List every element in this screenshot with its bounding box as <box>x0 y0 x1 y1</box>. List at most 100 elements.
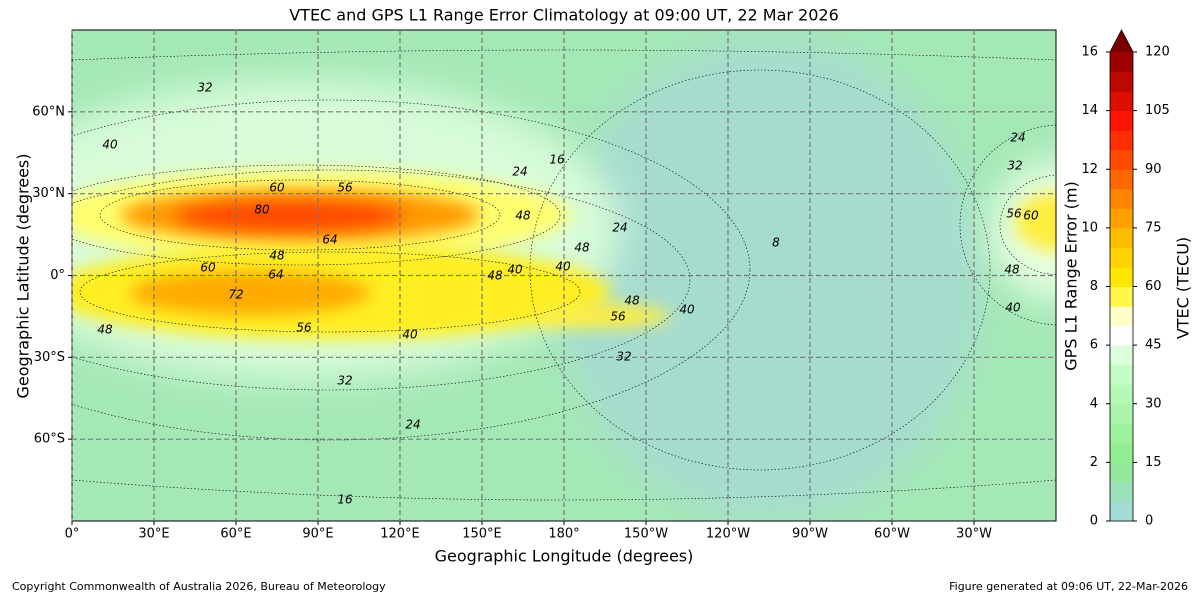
colorbar-tick-label: 105 <box>1145 103 1170 118</box>
contour-label: 40 <box>402 328 418 342</box>
colorbar-tick-label: 75 <box>1145 220 1162 235</box>
x-tick-label: 60°E <box>220 527 251 542</box>
colorbar-segment <box>1110 384 1133 405</box>
contour-label: 56 <box>337 181 353 195</box>
colorbar-segment <box>1110 169 1133 190</box>
contour-label: 40 <box>507 263 523 277</box>
colorbar-segment <box>1110 110 1133 131</box>
colorbar-segment <box>1110 286 1133 307</box>
colorbar-segment <box>1110 403 1133 424</box>
footer-left: Copyright Commonwealth of Australia 2026… <box>12 580 386 593</box>
contour-label: 32 <box>337 374 352 388</box>
contour-label: 56 <box>296 321 312 335</box>
grid <box>71 30 1056 521</box>
footer-right: Figure generated at 09:06 UT, 22-Mar-202… <box>949 580 1188 593</box>
colorbar-segment <box>1110 52 1133 73</box>
contour-label: 24 <box>512 165 527 179</box>
colorbar-secondary-tick-label: 10 <box>1081 220 1098 235</box>
colorbar-secondary-tick-label: 4 <box>1090 396 1098 411</box>
colorbar-tick-label: 0 <box>1145 514 1153 529</box>
colorbar-segment <box>1110 501 1133 522</box>
colorbar-segment <box>1110 208 1133 229</box>
colorbar-extension <box>1110 30 1133 52</box>
contour-label: 16 <box>549 153 565 167</box>
x-tick-label: 150°E <box>462 527 502 542</box>
colorbar-segment <box>1110 364 1133 385</box>
x-tick-label: 30°E <box>138 527 169 542</box>
y-tick-label: 0° <box>50 268 65 283</box>
axes: 0° 30°E 60°E 90°E 120°E 150°E 180° 150°W 120°W 90… <box>32 104 992 541</box>
contour-label: 24 <box>1010 131 1025 145</box>
colorbar-segment <box>1110 227 1133 248</box>
contour-label: 48 <box>97 323 113 337</box>
contour-label: 24 <box>612 221 627 235</box>
colorbar-segment <box>1110 130 1133 151</box>
contour-label: 32 <box>1007 159 1022 173</box>
x-tick-label: 120°W <box>706 527 750 542</box>
contour-label: 64 <box>322 233 337 247</box>
colorbar-secondary-tick-label: 6 <box>1090 338 1098 353</box>
colorbar-tick-label: 45 <box>1145 338 1162 353</box>
x-tick-label: 90°E <box>302 527 333 542</box>
x-tick-label: 90°W <box>792 527 828 542</box>
colorbar-segment <box>1110 442 1133 463</box>
x-tick-label: 120°E <box>380 527 420 542</box>
contour-label: 48 <box>269 249 285 263</box>
contour-label: 32 <box>197 81 212 95</box>
contour-lines <box>72 49 1056 501</box>
colorbar-tick-label: 120 <box>1145 45 1170 60</box>
colorbar-segment <box>1110 462 1133 483</box>
colorbar-segment <box>1110 266 1133 287</box>
contour-label: 24 <box>405 418 420 432</box>
contour-label: 72 <box>228 288 243 302</box>
colorbar-secondary-tick-label: 14 <box>1081 103 1098 118</box>
colorbar-secondary-tick-label: 8 <box>1090 279 1098 294</box>
y-tick-label: 30°N <box>32 186 65 201</box>
x-tick-label: 30°W <box>956 527 992 542</box>
colorbar-tick-label: 15 <box>1145 455 1162 470</box>
x-tick-label: 150°W <box>624 527 668 542</box>
x-tick-label: 60°W <box>874 527 910 542</box>
contour-label: 48 <box>515 209 531 223</box>
colorbar-secondary-label: GPS L1 Range Error (m) <box>1062 181 1081 370</box>
colorbar-segment <box>1110 481 1133 502</box>
colorbar-tick-label: 30 <box>1145 396 1162 411</box>
contour-label: 32 <box>616 350 631 364</box>
x-tick-label: 0° <box>65 527 80 542</box>
colorbar-segment <box>1110 188 1133 209</box>
colorbar-segment <box>1110 149 1133 170</box>
colorbar-label: VTEC (TECU) <box>1174 237 1193 339</box>
colorbar-secondary-tick-label: 16 <box>1081 45 1098 60</box>
colorbar-secondary-tick-label: 0 <box>1090 514 1098 529</box>
contour-label: 56 <box>1006 207 1022 221</box>
colorbar-segment <box>1110 247 1133 268</box>
colorbar-segment <box>1110 345 1133 366</box>
y-tick-label: 30°S <box>34 350 65 365</box>
contour-label: 60 <box>200 261 216 275</box>
contour-label: 48 <box>1004 263 1020 277</box>
contour-label: 40 <box>102 138 118 152</box>
contour-label: 64 <box>268 268 283 282</box>
colorbar-secondary-tick-label: 12 <box>1081 162 1098 177</box>
x-axis-label: Geographic Longitude (degrees) <box>435 547 694 566</box>
contour-label: 8 <box>772 236 780 250</box>
colorbar-frame <box>1109 29 1134 522</box>
colorbar-secondary-tick-label: 2 <box>1090 455 1098 470</box>
contour-label: 48 <box>624 294 640 308</box>
contour-label: 40 <box>1005 301 1021 315</box>
y-tick-label: 60°S <box>34 432 65 447</box>
x-tick-label: 180° <box>548 527 579 542</box>
contour-label: 60 <box>1023 209 1039 223</box>
colorbar: 0 15 30 45 60 75 90 105 120 0 2 4 6 8 10 12 14 16 <box>1081 29 1170 529</box>
colorbar-segment <box>1110 325 1133 346</box>
colorbar-segment <box>1110 91 1133 112</box>
y-tick-label: 60°N <box>32 104 65 119</box>
y-axis-label: Geographic Latitude (degrees) <box>14 153 33 398</box>
colorbar-segment <box>1110 306 1133 327</box>
colorbar-segment <box>1110 423 1133 444</box>
contour-label: 40 <box>679 303 695 317</box>
contour-label: 60 <box>269 181 285 195</box>
contour-label: 16 <box>337 493 353 507</box>
